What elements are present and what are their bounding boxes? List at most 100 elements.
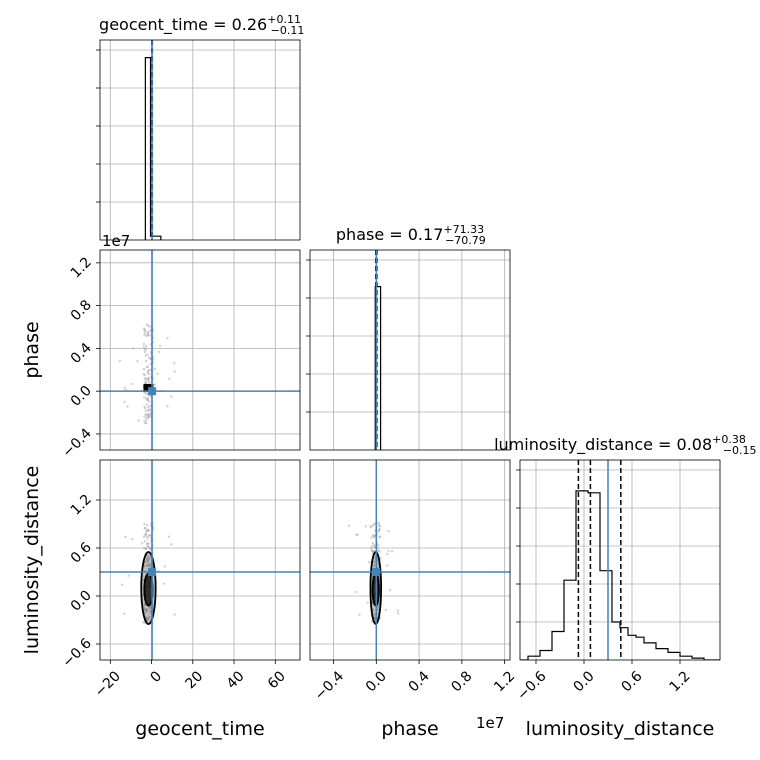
sample-point [378,528,381,531]
sample-point [146,324,150,327]
sample-point [378,550,382,553]
sample-point [146,403,149,406]
sample-point [146,334,150,337]
sample-point [146,333,150,336]
sample-point [148,533,152,537]
sample-point [144,532,148,536]
title-luminosity_distance: luminosity_distance = 0.08+0.38 [494,433,746,455]
sample-point [144,547,147,550]
sample-point [166,405,169,408]
hist-area [374,250,382,450]
sample-point [145,523,149,527]
sample-point [142,372,145,376]
sample-point [387,529,390,533]
x-tick-label: 60 [265,668,289,692]
sample-point [366,601,369,604]
sample-point [143,407,147,410]
sample-point [148,606,151,610]
sample-point [143,331,147,334]
sample-point [131,537,134,541]
sample-point [145,419,148,422]
sample-point [173,362,176,365]
y-tick-label: 0.0 [68,588,95,615]
sample-point [123,612,126,615]
x-tick-label: −20 [92,668,124,700]
sample-point [147,377,150,380]
sample-point [147,368,150,372]
sample-point [132,347,135,350]
sample-point [146,608,149,611]
sample-point [386,552,389,556]
y-tick-label: 0.6 [68,539,95,566]
y-tick-label: −0.4 [59,425,94,460]
y-tick-label: −0.6 [59,635,94,670]
sample-point [144,379,147,383]
sample-point [142,547,146,550]
sample-point [146,555,150,558]
sample-point [146,406,150,409]
sample-point [140,542,144,545]
x-axis-label-luminosity_distance: luminosity_distance [526,718,715,740]
scatter-area [310,460,510,660]
title-plus: +0.38 [712,433,746,446]
x-tick-label: 0.0 [571,668,598,695]
sample-point [145,564,149,567]
sample-point [146,542,149,545]
x-tick-label: 0.4 [406,668,433,695]
title-plus: +71.33 [443,223,484,236]
sample-point [369,525,372,528]
x-tick-label: −0.6 [514,668,549,703]
truth-marker [372,568,381,576]
sample-point [144,392,148,395]
sample-point [144,534,147,537]
sample-point [149,357,152,361]
sample-point [144,354,148,357]
sample-point [167,535,171,538]
x-tick-label: 40 [224,668,248,692]
sample-point [377,521,380,525]
sample-point [143,419,146,423]
sample-point [142,621,145,624]
sample-point [146,559,149,562]
sample-point [158,344,162,348]
truth-marker [148,387,157,396]
x-tick-label: −0.4 [312,668,347,703]
sample-point [143,405,146,409]
sample-point [131,382,134,386]
sample-point [373,560,376,564]
sample-point [146,353,149,356]
sample-point [146,537,149,540]
sample-point [146,413,150,416]
sample-point [372,544,376,547]
sample-point [148,325,152,328]
sample-point [378,524,381,528]
sample-point [378,536,381,539]
scatter-area [100,460,300,660]
sample-point [146,558,149,562]
sample-point [143,522,146,526]
sample-point [144,416,148,420]
title-main: phase = 0.17 [336,225,443,244]
sample-point [146,369,150,373]
sample-point [143,527,146,530]
sample-point [358,613,361,616]
sample-point [149,362,152,366]
sample-point [146,529,150,532]
sample-point [145,422,148,425]
sample-point [146,560,150,563]
sample-point [373,533,377,537]
sample-point [146,371,149,375]
sample-point [144,547,148,551]
sample-point [126,405,129,408]
sample-point [143,333,146,336]
sample-point [142,345,145,349]
sample-point [147,356,151,359]
sample-point [371,542,375,545]
panel-frame [99,39,301,241]
sample-point [146,365,150,368]
sample-point [147,398,150,402]
sample-point [149,547,152,551]
diag-panel-phase: phase = 0.17+71.33−70.79 [306,223,511,451]
sample-point [145,609,148,612]
x-tick-label: 0.6 [619,668,646,695]
